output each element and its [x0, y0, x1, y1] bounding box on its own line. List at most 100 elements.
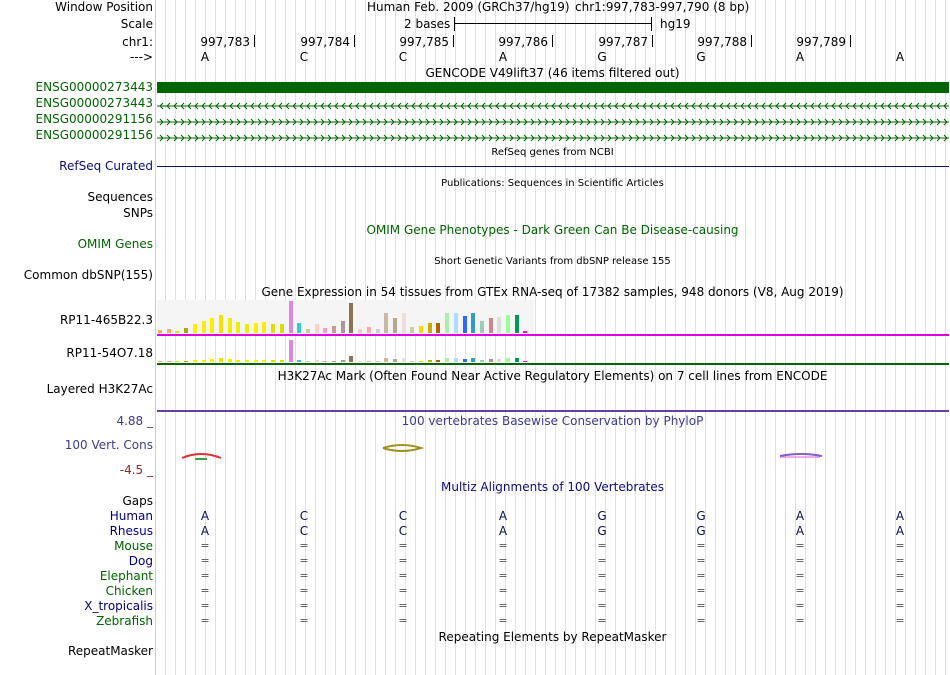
- gtex-tissue-bar[interactable]: [288, 301, 293, 333]
- gtex-tissue-bar[interactable]: [323, 361, 328, 362]
- gencode-track-title[interactable]: GENCODE V49lift37 (46 items filtered out…: [425, 66, 680, 80]
- gtex-tissue-bar[interactable]: [158, 330, 162, 333]
- gtex-tissue-bar[interactable]: [471, 313, 476, 333]
- gtex-tissue-bar[interactable]: [349, 356, 354, 362]
- gtex-tissue-bar[interactable]: [375, 329, 380, 333]
- gtex-tissue-bar[interactable]: [279, 324, 284, 333]
- gtex-tissue-bar[interactable]: [366, 327, 371, 333]
- gtex-tissue-bar[interactable]: [401, 358, 406, 362]
- gencode-item-1[interactable]: ENSG00000273443: [35, 80, 153, 94]
- gtex-tissue-bar[interactable]: [488, 318, 493, 333]
- gtex-tissue-bar[interactable]: [506, 315, 510, 333]
- multiz-track-title[interactable]: Multiz Alignments of 100 Vertebrates: [440, 480, 665, 494]
- gtex-tissue-bar[interactable]: [488, 359, 493, 362]
- gtex-tissue-bar[interactable]: [245, 360, 249, 362]
- gtex-tissue-bar[interactable]: [227, 359, 232, 362]
- gtex-tissue-bar[interactable]: [366, 361, 371, 362]
- gtex-tissue-bar[interactable]: [436, 323, 441, 333]
- dbsnp-label[interactable]: Common dbSNP(155): [23, 268, 153, 282]
- gtex-tissue-bar[interactable]: [236, 322, 241, 333]
- species-label[interactable]: Rhesus: [109, 524, 153, 538]
- h3k27ac-label[interactable]: Layered H3K27Ac: [46, 382, 153, 396]
- gtex-tissue-bar[interactable]: [279, 360, 284, 362]
- gencode-feature-2[interactable]: [157, 97, 949, 110]
- gtex-tissue-bar[interactable]: [332, 326, 336, 333]
- gaps-label[interactable]: Gaps: [122, 494, 153, 508]
- gtex-tissue-bar[interactable]: [314, 360, 319, 362]
- phylop-graph[interactable]: [155, 440, 950, 468]
- gtex-tissue-bar[interactable]: [271, 324, 276, 333]
- publications-track-title[interactable]: Publications: Sequences in Scientific Ar…: [441, 178, 664, 189]
- gtex-tissue-bar[interactable]: [271, 360, 276, 362]
- gtex-tissue-bar[interactable]: [210, 318, 215, 333]
- gtex-tissue-bar[interactable]: [218, 315, 223, 333]
- gtex-tissue-bar[interactable]: [523, 361, 528, 362]
- sequences-label[interactable]: Sequences: [87, 190, 153, 204]
- gtex-tissue-bar[interactable]: [410, 361, 415, 362]
- gtex-tissue-bar[interactable]: [436, 360, 441, 362]
- gtex-tissue-bar[interactable]: [175, 331, 180, 333]
- species-label[interactable]: Elephant: [99, 569, 153, 583]
- gtex-tissue-bar[interactable]: [392, 359, 397, 362]
- gtex-tissue-bar[interactable]: [479, 360, 484, 362]
- gtex-tissue-bar[interactable]: [297, 360, 302, 362]
- gtex-tissue-bar[interactable]: [245, 324, 249, 333]
- gtex-tissue-bar[interactable]: [401, 313, 406, 333]
- gtex-tissue-bar[interactable]: [358, 361, 363, 362]
- gtex-tissue-bar[interactable]: [419, 326, 423, 333]
- gencode-item-3[interactable]: ENSG00000291156: [35, 112, 153, 126]
- gtex-tissue-bar[interactable]: [358, 329, 363, 333]
- omim-track-title[interactable]: OMIM Gene Phenotypes - Dark Green Can Be…: [366, 223, 739, 237]
- gtex-tissue-bar[interactable]: [453, 358, 458, 362]
- gencode-feature-4[interactable]: [157, 129, 949, 142]
- gtex-tissue-bar[interactable]: [453, 313, 458, 333]
- refseq-track-title[interactable]: RefSeq genes from NCBI: [491, 147, 614, 158]
- gtex-tissue-bar[interactable]: [523, 331, 528, 333]
- gtex-tissue-bar[interactable]: [314, 324, 319, 333]
- gtex-tissue-bar[interactable]: [340, 321, 345, 333]
- gtex-tissue-bar[interactable]: [323, 328, 328, 333]
- repeatmasker-label[interactable]: RepeatMasker: [67, 644, 153, 658]
- repeatmasker-track-title[interactable]: Repeating Elements by RepeatMasker: [438, 630, 667, 644]
- gtex-tissue-bar[interactable]: [201, 321, 206, 333]
- gtex-tissue-bar[interactable]: [227, 318, 232, 333]
- species-label[interactable]: Mouse: [114, 539, 153, 553]
- gtex-tissue-bar[interactable]: [462, 359, 467, 362]
- gtex-tissue-bar[interactable]: [288, 340, 293, 362]
- gtex-tissue-bar[interactable]: [297, 323, 302, 333]
- gtex-tissue-bar[interactable]: [305, 361, 310, 362]
- refseq-label[interactable]: RefSeq Curated: [59, 159, 153, 173]
- gtex-tissue-bar[interactable]: [166, 361, 171, 362]
- gtex-tissue-bar[interactable]: [514, 358, 519, 362]
- gtex-tissue-bar[interactable]: [166, 329, 171, 333]
- gtex-tissue-bar[interactable]: [384, 358, 389, 362]
- gtex-tissue-bar[interactable]: [262, 322, 267, 333]
- species-label[interactable]: Zebrafish: [96, 614, 153, 628]
- gtex-tissue-bar[interactable]: [506, 358, 510, 362]
- gencode-feature-3[interactable]: [157, 113, 949, 126]
- gtex-tissue-bar[interactable]: [479, 321, 484, 333]
- gtex-tissue-bar[interactable]: [384, 313, 389, 333]
- gtex-tissue-bar[interactable]: [514, 315, 519, 333]
- gtex-tissue-bar[interactable]: [497, 317, 502, 333]
- gtex-tissue-bar[interactable]: [471, 358, 476, 362]
- gtex-gene-1-label[interactable]: RP11-465B22.3: [59, 313, 153, 327]
- gtex-tissue-bar[interactable]: [419, 361, 423, 362]
- gtex-track-title[interactable]: Gene Expression in 54 tissues from GTEx …: [261, 285, 844, 299]
- gtex-tissue-bar[interactable]: [392, 318, 397, 333]
- gtex-tissue-bar[interactable]: [253, 360, 258, 362]
- omim-label[interactable]: OMIM Genes: [77, 237, 153, 251]
- gtex-tissue-bar[interactable]: [410, 327, 415, 333]
- gtex-tissue-bar[interactable]: [427, 323, 432, 333]
- gtex-tissue-bar[interactable]: [175, 361, 180, 362]
- gtex-tissue-bar[interactable]: [445, 313, 450, 333]
- phylop-label[interactable]: 100 Vert. Cons: [64, 438, 153, 452]
- species-label[interactable]: X_tropicalis: [84, 599, 153, 613]
- gencode-item-4[interactable]: ENSG00000291156: [35, 128, 153, 142]
- gtex-tissue-bar[interactable]: [210, 359, 215, 362]
- gtex-tissue-bar[interactable]: [262, 360, 267, 362]
- h3k27ac-track-title[interactable]: H3K27Ac Mark (Often Found Near Active Re…: [277, 369, 828, 383]
- dbsnp-track-title[interactable]: Short Genetic Variants from dbSNP releas…: [434, 256, 671, 267]
- gtex-tissue-bar[interactable]: [332, 361, 336, 362]
- gtex-tissue-bar[interactable]: [192, 360, 197, 362]
